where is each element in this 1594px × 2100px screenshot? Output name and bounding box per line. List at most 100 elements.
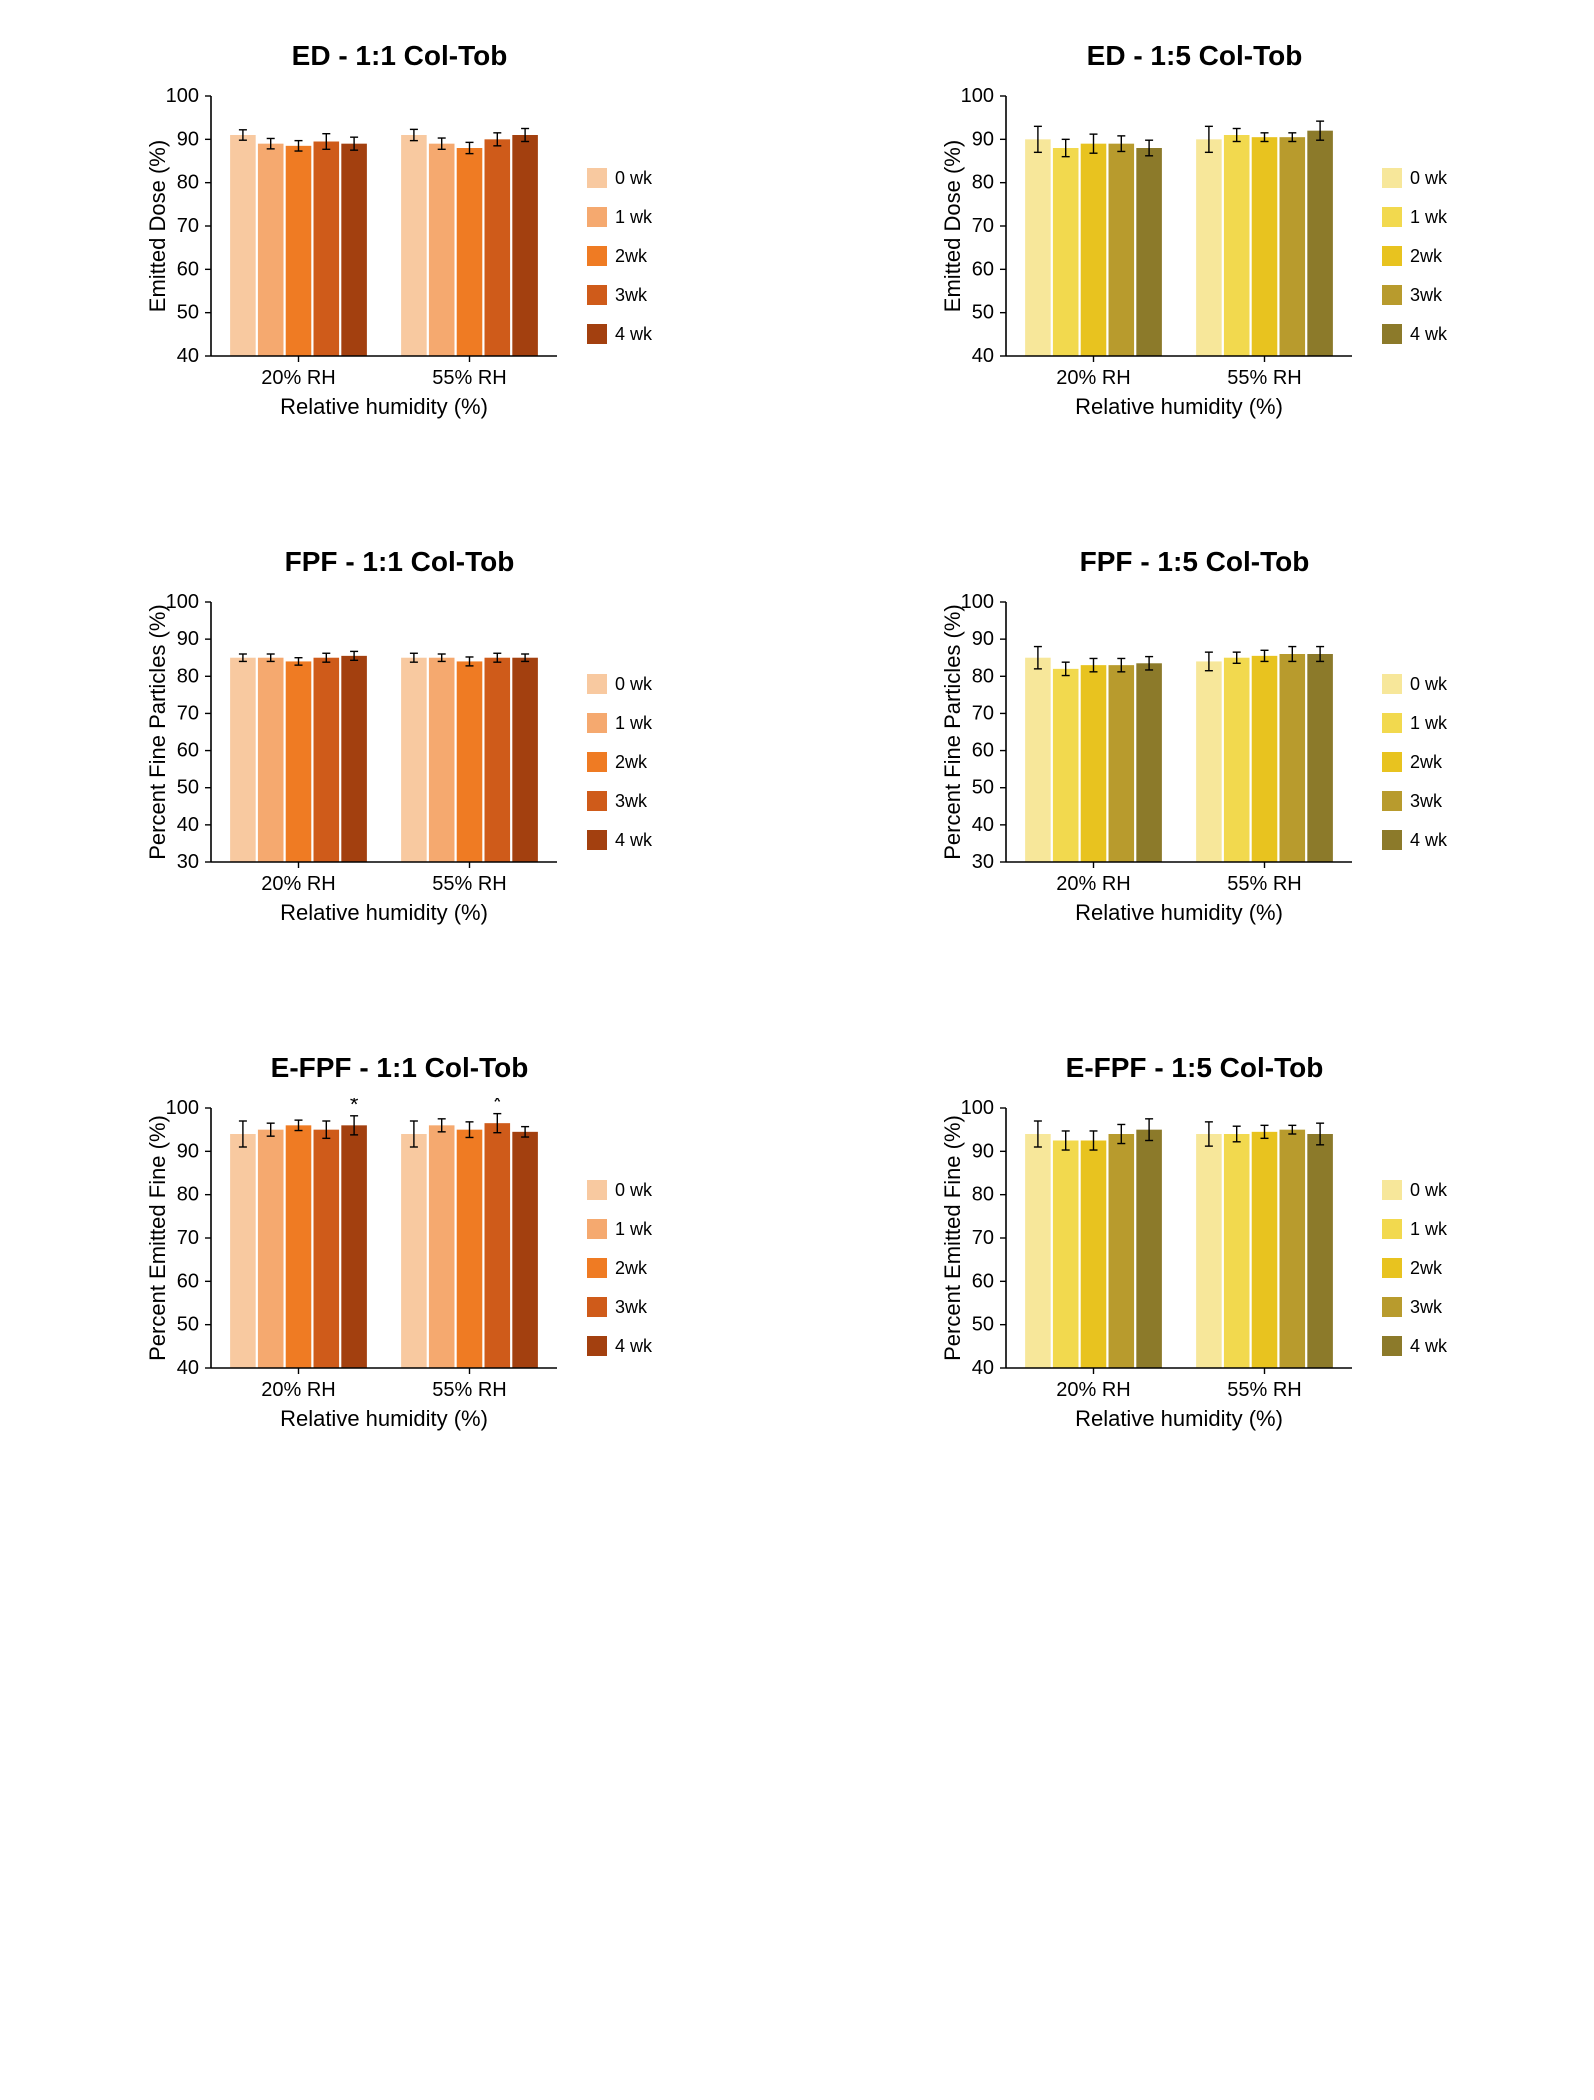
svg-text:60: 60 <box>177 740 199 762</box>
svg-text:40: 40 <box>972 345 994 367</box>
svg-text:50: 50 <box>177 302 199 324</box>
legend-item: 1 wk <box>587 713 652 734</box>
bar <box>1224 658 1250 862</box>
bar <box>286 1125 312 1368</box>
legend-item: 0 wk <box>1382 168 1447 189</box>
svg-text:90: 90 <box>972 128 994 150</box>
bar <box>1025 1134 1051 1368</box>
svg-text:80: 80 <box>972 665 994 687</box>
panel-title: ED - 1:1 Col-Tob <box>292 40 508 72</box>
legend-swatch <box>587 324 607 344</box>
legend-swatch <box>1382 1219 1402 1239</box>
bar <box>429 1125 455 1368</box>
svg-text:80: 80 <box>972 172 994 194</box>
svg-text:70: 70 <box>972 215 994 237</box>
chart-svg: 405060708090100*20% RH*55% RHRelative hu… <box>147 1098 567 1438</box>
svg-text:*: * <box>350 1098 359 1117</box>
svg-text:40: 40 <box>177 1357 199 1379</box>
bar <box>1279 654 1305 862</box>
legend-item: 1 wk <box>587 207 652 228</box>
chart-wrap: 3040506070809010020% RH55% RHRelative hu… <box>942 592 1447 932</box>
legend-label: 0 wk <box>1410 168 1447 189</box>
legend-swatch <box>1382 1336 1402 1356</box>
bar <box>313 1130 339 1368</box>
svg-text:90: 90 <box>972 1140 994 1162</box>
legend-item: 3wk <box>1382 1297 1447 1318</box>
bar <box>1136 148 1162 356</box>
legend-swatch <box>587 168 607 188</box>
bar <box>1053 148 1079 356</box>
svg-text:20% RH: 20% RH <box>1056 873 1130 895</box>
svg-text:100: 100 <box>961 1098 994 1119</box>
svg-text:80: 80 <box>177 665 199 687</box>
bar <box>457 148 483 356</box>
bar <box>1108 1134 1134 1368</box>
legend-item: 3wk <box>1382 791 1447 812</box>
svg-text:70: 70 <box>177 702 199 724</box>
legend-swatch <box>587 1336 607 1356</box>
legend-label: 1 wk <box>615 207 652 228</box>
bar <box>1252 1132 1278 1368</box>
legend-label: 0 wk <box>615 674 652 695</box>
legend-item: 4 wk <box>1382 1336 1447 1357</box>
legend-item: 4 wk <box>587 324 652 345</box>
legend-label: 2wk <box>1410 1258 1442 1279</box>
legend-item: 0 wk <box>1382 1180 1447 1201</box>
legend-swatch <box>587 285 607 305</box>
legend-label: 4 wk <box>615 324 652 345</box>
bar <box>1279 137 1305 356</box>
legend: 0 wk 1 wk 2wk 3wk 4 wk <box>1382 1180 1447 1357</box>
svg-text:70: 70 <box>177 1227 199 1249</box>
svg-text:*: * <box>493 1098 502 1115</box>
legend-item: 3wk <box>587 1297 652 1318</box>
svg-text:20% RH: 20% RH <box>261 873 335 895</box>
legend: 0 wk 1 wk 2wk 3wk 4 wk <box>1382 674 1447 851</box>
svg-text:90: 90 <box>972 628 994 650</box>
bar <box>313 658 339 862</box>
legend-item: 2wk <box>1382 246 1447 267</box>
bar <box>457 1130 483 1368</box>
bar <box>230 1134 256 1368</box>
legend-swatch <box>1382 1180 1402 1200</box>
legend-label: 2wk <box>615 246 647 267</box>
svg-text:Percent Fine Particles (%): Percent Fine Particles (%) <box>942 604 965 860</box>
svg-text:50: 50 <box>972 777 994 799</box>
bar <box>286 146 312 356</box>
chart-svg: 3040506070809010020% RH55% RHRelative hu… <box>942 592 1362 932</box>
panel-title: FPF - 1:5 Col-Tob <box>1080 546 1310 578</box>
bar <box>286 661 312 862</box>
svg-text:55% RH: 55% RH <box>1227 873 1301 895</box>
svg-text:50: 50 <box>972 1314 994 1336</box>
svg-text:55% RH: 55% RH <box>432 1379 506 1401</box>
bar <box>484 139 510 356</box>
chart-wrap: 405060708090100*20% RH*55% RHRelative hu… <box>147 1098 652 1438</box>
svg-text:Emitted Dose (%): Emitted Dose (%) <box>942 140 965 312</box>
chart-svg: 40506070809010020% RH55% RHRelative humi… <box>942 1098 1362 1438</box>
bar <box>230 135 256 356</box>
svg-text:100: 100 <box>961 86 994 107</box>
bar <box>457 661 483 862</box>
bar <box>1307 131 1333 356</box>
legend-label: 2wk <box>1410 246 1442 267</box>
svg-text:80: 80 <box>972 1184 994 1206</box>
legend-label: 4 wk <box>1410 1336 1447 1357</box>
svg-text:70: 70 <box>972 702 994 724</box>
panel-ed-11: ED - 1:1 Col-Tob 40506070809010020% RH55… <box>47 40 752 426</box>
bar <box>429 658 455 862</box>
chart-grid: ED - 1:1 Col-Tob 40 50 60 70 80 90 100 20% RH 55… <box>47 40 1547 1438</box>
legend-item: 3wk <box>587 285 652 306</box>
legend-label: 0 wk <box>1410 1180 1447 1201</box>
legend-swatch <box>587 246 607 266</box>
legend-item: 1 wk <box>1382 713 1447 734</box>
legend-label: 4 wk <box>615 830 652 851</box>
bar <box>512 1132 538 1368</box>
bar <box>512 135 538 356</box>
svg-text:40: 40 <box>177 345 199 367</box>
chart-wrap: 3040506070809010020% RH55% RHRelative hu… <box>147 592 652 932</box>
bar <box>1307 1134 1333 1368</box>
svg-text:20% RH: 20% RH <box>261 1379 335 1401</box>
legend-item: 4 wk <box>1382 324 1447 345</box>
svg-text:70: 70 <box>972 1227 994 1249</box>
legend-label: 1 wk <box>615 1219 652 1240</box>
bar <box>1081 665 1107 862</box>
